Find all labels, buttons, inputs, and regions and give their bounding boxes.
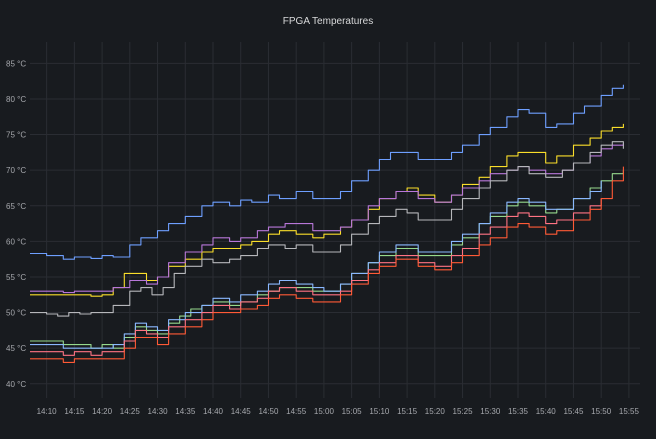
y-tick-label: 70 °C: [6, 166, 26, 175]
x-tick-label: 14:40: [203, 407, 224, 416]
x-tick-label: 14:30: [148, 407, 169, 416]
x-tick-label: 15:55: [619, 407, 640, 416]
series-line-5: [30, 170, 624, 349]
x-tick-label: 14:45: [231, 407, 252, 416]
series-line-4: [30, 141, 624, 317]
x-tick-label: 15:45: [563, 407, 584, 416]
x-tick-label: 15:35: [508, 407, 529, 416]
y-axis-ticks: 40 °C 45 °C 50 °C 55 °C 60 °C 65 °C 70 °C 75 °C…: [6, 59, 26, 388]
y-tick-label: 50 °C: [6, 309, 26, 318]
x-tick-label: 15:20: [425, 407, 446, 416]
y-tick-label: 40 °C: [6, 380, 26, 389]
y-tick-label: 85 °C: [6, 59, 26, 68]
series-line-3: [30, 143, 624, 294]
y-tick-label: 60 °C: [6, 237, 26, 246]
x-tick-label: 15:25: [453, 407, 474, 416]
x-tick-label: 14:50: [258, 407, 279, 416]
y-tick-label: 55 °C: [6, 273, 26, 282]
series-line-2: [30, 123, 624, 297]
series-lines: [30, 84, 624, 363]
series-line-1: [30, 84, 624, 260]
x-tick-label: 15:15: [397, 407, 418, 416]
x-tick-label: 14:25: [120, 407, 141, 416]
x-tick-label: 15:05: [342, 407, 363, 416]
x-tick-label: 14:10: [37, 407, 58, 416]
chart-title: FPGA Temperatures: [282, 16, 374, 27]
x-tick-label: 15:30: [480, 407, 501, 416]
x-tick-label: 14:20: [92, 407, 113, 416]
x-tick-label: 14:55: [286, 407, 307, 416]
y-tick-label: 75 °C: [6, 131, 26, 140]
x-tick-label: 15:00: [314, 407, 335, 416]
y-tick-label: 65 °C: [6, 202, 26, 211]
series-line-6: [30, 180, 602, 349]
series-line-8: [30, 166, 624, 363]
x-axis-ticks: 14:10 14:15 14:20 14:25 14:30 14:35 14:40 14:45…: [37, 407, 640, 416]
x-tick-label: 15:10: [369, 407, 390, 416]
y-tick-label: 45 °C: [6, 344, 26, 353]
x-tick-label: 14:15: [64, 407, 85, 416]
x-tick-label: 15:40: [536, 407, 557, 416]
x-tick-label: 14:35: [175, 407, 196, 416]
y-tick-label: 80 °C: [6, 95, 26, 104]
x-tick-label: 15:50: [591, 407, 612, 416]
